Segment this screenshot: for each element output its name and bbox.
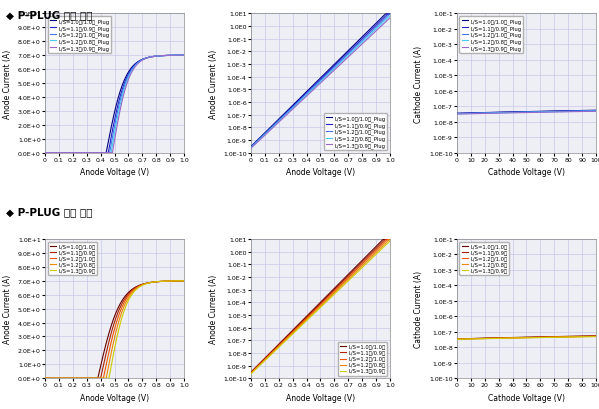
- Legend: L/S=1.0㎍/1.0㎍, L/S=1.1㎍/0.9㎍, L/S=1.2㎍/1.0㎍, L/S=1.2㎍/0.8㎍, L/S=1.3㎍/0.9㎍: L/S=1.0㎍/1.0㎍, L/S=1.1㎍/0.9㎍, L/S=1.2㎍/1…: [338, 342, 388, 376]
- X-axis label: Anode Voltage (V): Anode Voltage (V): [80, 168, 149, 177]
- Legend: L/S=1.0㎍/1.0㎍_Plug, L/S=1.1㎍/0.9㎍_Plug, L/S=1.2㎍/1.0㎍_Plug, L/S=1.2㎍/0.8㎍_Plug, : L/S=1.0㎍/1.0㎍_Plug, L/S=1.1㎍/0.9㎍_Plug, …: [459, 17, 524, 54]
- Legend: L/S=1.0㎍/1.0㎍_Plug, L/S=1.1㎍/0.9㎍_Plug, L/S=1.2㎍/1.0㎍_Plug, L/S=1.2㎍/0.8㎍_Plug, : L/S=1.0㎍/1.0㎍_Plug, L/S=1.1㎍/0.9㎍_Plug, …: [47, 17, 111, 54]
- Text: ◆ P-PLUG 있는 경우: ◆ P-PLUG 있는 경우: [6, 10, 92, 20]
- Y-axis label: Cathode Current (A): Cathode Current (A): [415, 270, 423, 347]
- Y-axis label: Anode Current (A): Anode Current (A): [208, 274, 217, 344]
- X-axis label: Cathode Voltage (V): Cathode Voltage (V): [488, 393, 565, 402]
- Legend: L/S=1.0㎍/1.0㎍_Plug, L/S=1.1㎍/0.9㎍_Plug, L/S=1.2㎍/1.0㎍_Plug, L/S=1.2㎍/0.8㎍_Plug, : L/S=1.0㎍/1.0㎍_Plug, L/S=1.1㎍/0.9㎍_Plug, …: [323, 114, 388, 151]
- X-axis label: Cathode Voltage (V): Cathode Voltage (V): [488, 168, 565, 177]
- X-axis label: Anode Voltage (V): Anode Voltage (V): [286, 393, 355, 402]
- Y-axis label: Anode Current (A): Anode Current (A): [4, 274, 13, 344]
- Y-axis label: Anode Current (A): Anode Current (A): [208, 49, 217, 118]
- Text: ◆ P-PLUG 없는 경우: ◆ P-PLUG 없는 경우: [6, 207, 92, 216]
- Y-axis label: Anode Current (A): Anode Current (A): [4, 49, 13, 118]
- X-axis label: Anode Voltage (V): Anode Voltage (V): [286, 168, 355, 177]
- Y-axis label: Cathode Current (A): Cathode Current (A): [415, 45, 423, 122]
- X-axis label: Anode Voltage (V): Anode Voltage (V): [80, 393, 149, 402]
- Legend: L/S=1.0㎍/1.0㎍, L/S=1.1㎍/0.9㎍, L/S=1.2㎍/1.0㎍, L/S=1.2㎍/0.8㎍, L/S=1.3㎍/0.9㎍: L/S=1.0㎍/1.0㎍, L/S=1.1㎍/0.9㎍, L/S=1.2㎍/1…: [459, 242, 509, 275]
- Legend: L/S=1.0㎍/1.0㎍, L/S=1.1㎍/0.9㎍, L/S=1.2㎍/1.0㎍, L/S=1.2㎍/0.8㎍, L/S=1.3㎍/0.9㎍: L/S=1.0㎍/1.0㎍, L/S=1.1㎍/0.9㎍, L/S=1.2㎍/1…: [47, 242, 98, 275]
